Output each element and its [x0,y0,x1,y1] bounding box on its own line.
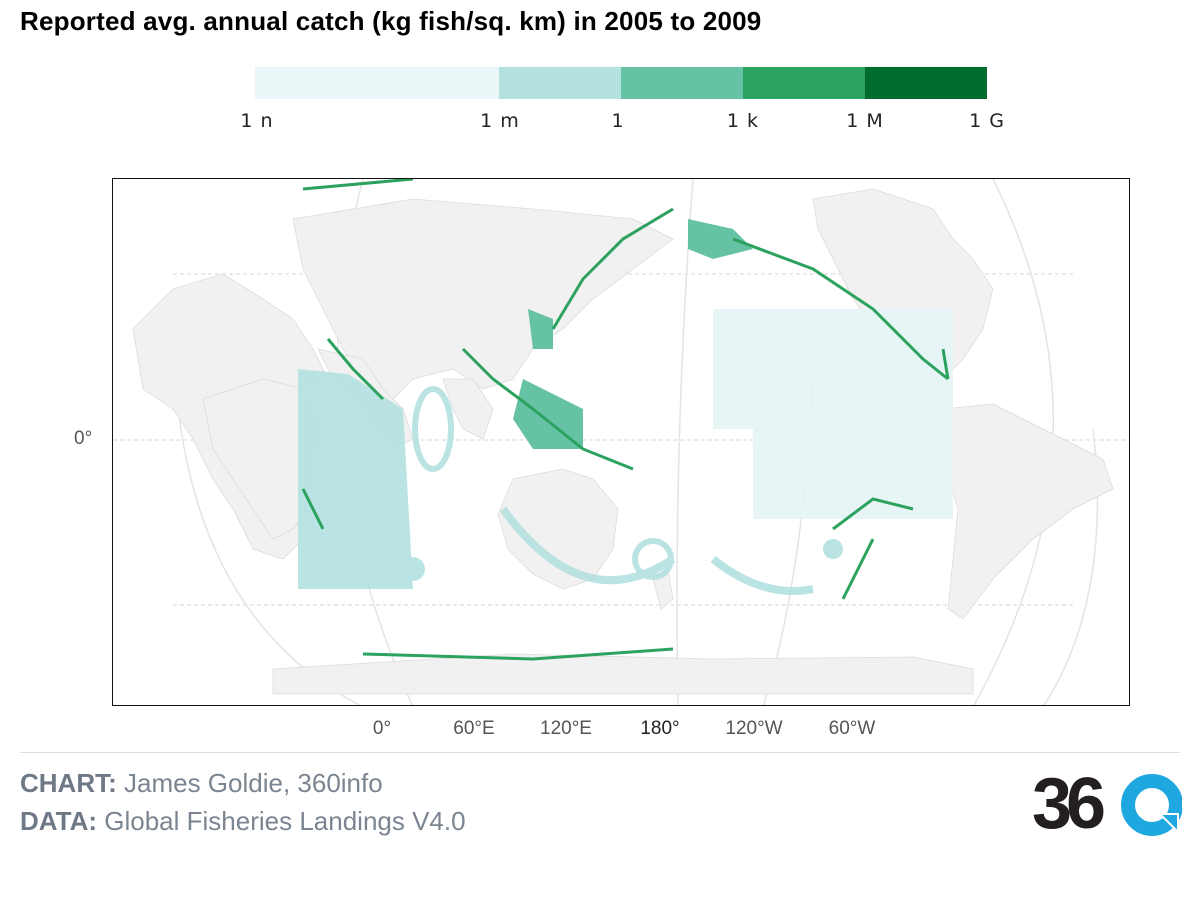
legend-label-1k: 1 k [726,110,760,132]
legend-swatch-1 [499,67,621,99]
data-credit-key: DATA: [20,806,98,836]
land [132,188,1114,695]
legend-label-1m: 1 m [480,110,520,132]
y-label-equator: 0° [74,428,93,449]
legend-label-1n: 1 n [240,110,274,132]
catch-light [298,309,953,595]
world-map [112,178,1130,706]
map-canvas [113,179,1129,705]
footer-divider [20,752,1180,753]
legend-label-1: 1 [611,110,625,132]
legend-label-1M: 1 M [846,110,884,132]
legend-swatch-4 [865,67,987,99]
x-label-60e: 60°E [453,718,495,739]
chart-credit-value: James Goldie, 360info [124,768,383,798]
legend-swatch-3 [743,67,865,99]
x-label-0: 0° [372,718,392,739]
data-credit-value: Global Fisheries Landings V4.0 [104,806,466,836]
color-legend: 1 n 1 m 1 1 k 1 M 1 G [0,0,1200,140]
data-credit: DATA: Global Fisheries Landings V4.0 [20,806,466,837]
x-label-120e: 120°E [540,718,592,739]
legend-swatch-0 [255,67,499,99]
x-label-180: 180° [640,718,680,739]
chart-title: Reported avg. annual catch (kg fish/sq. … [20,6,762,36]
legend-swatch-2 [621,67,743,99]
x-label-60w: 60°W [828,718,876,739]
catch-medium [513,219,753,449]
chart-credit: CHART: James Goldie, 360info [20,768,383,799]
legend-bar [255,67,987,99]
catch-high [301,179,950,661]
360info-logo: 36 [1032,770,1182,836]
svg-text:36: 36 [1032,770,1104,836]
chart-credit-key: CHART: [20,768,117,798]
x-label-120w: 120°W [725,718,783,739]
legend-label-1G: 1 G [969,110,1005,132]
